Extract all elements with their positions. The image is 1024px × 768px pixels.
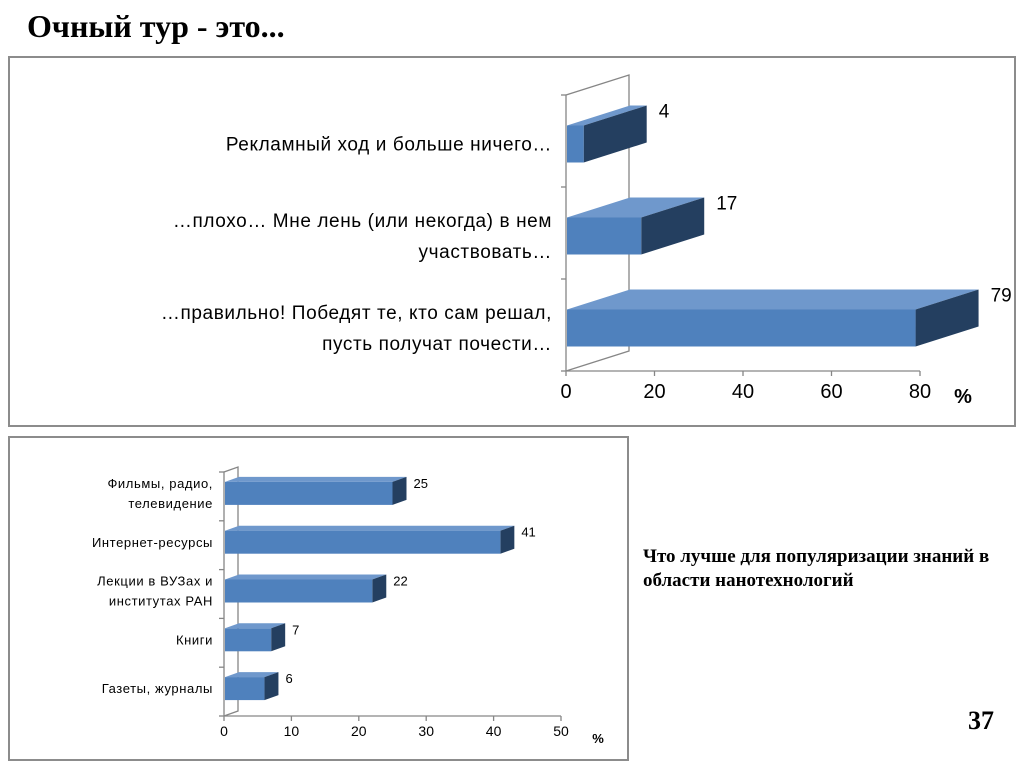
category-label-line: телевидение (128, 496, 213, 511)
x-tick-label: 0 (220, 723, 228, 739)
chart-1-frame: 0 20 40 60 80% 4 Рекламный ход и больше ничего… (8, 56, 1016, 427)
slide-title: Очный тур - это... (27, 8, 285, 44)
bar-front-face (225, 677, 265, 701)
bar-top-face (225, 623, 286, 629)
axis-wall (223, 466, 239, 717)
x-tick-label: 30 (418, 723, 434, 739)
page-number: 37 (968, 706, 994, 735)
bar-2 (567, 197, 705, 255)
category-label-line: …правильно! Победят те, кто сам решал, (161, 303, 552, 324)
category-label-line: Газеты, журналы (102, 681, 213, 696)
bar-side-face (271, 623, 286, 652)
x-axis-unit-label: % (592, 731, 604, 746)
category-label-line: Фильмы, радио, (107, 476, 213, 491)
x-tick-label: 0 (560, 381, 571, 403)
data-label: 41 (521, 525, 535, 540)
category-label: Книги (176, 632, 213, 647)
bar-front-face (567, 125, 584, 163)
bar-front-face (225, 628, 272, 652)
data-label: 4 (659, 102, 670, 123)
bar-top-face (567, 197, 705, 218)
bar-5 (225, 672, 279, 701)
data-label: 17 (716, 194, 737, 215)
data-label: 22 (393, 574, 407, 589)
bar-top-face (225, 672, 279, 678)
data-label: 25 (414, 476, 428, 491)
bar-1 (567, 105, 647, 163)
x-tick-label: 80 (909, 381, 931, 403)
category-label-line: …плохо… Мне лень (или некогда) в нем (173, 211, 552, 232)
category-label: Рекламный ход и больше ничего… (226, 135, 552, 156)
category-label: Газеты, журналы (102, 681, 213, 696)
x-tick-label: 40 (732, 381, 754, 403)
bar-top-face (567, 289, 979, 310)
chart-1-plot: 0 20 40 60 80 % 4 Рекламный ход и больше ничего… (161, 74, 1012, 408)
bar-side-face (641, 197, 705, 255)
bar-front-face (225, 579, 373, 603)
category-label: …правильно! Победят те, кто сам решал, пу… (161, 303, 552, 355)
category-label-line: участвовать… (419, 242, 552, 263)
bar-side-face (372, 574, 387, 603)
bar-4 (225, 623, 286, 652)
bar-3 (567, 289, 979, 347)
x-tick-label: 60 (820, 381, 842, 403)
category-label-line: Рекламный ход и больше ничего… (226, 135, 552, 156)
bar-2 (225, 525, 515, 554)
bar-top-face (225, 574, 387, 580)
bar-1 (225, 476, 407, 505)
bar-front-face (567, 309, 916, 347)
data-label: 79 (991, 286, 1012, 307)
category-label-line: Интернет-ресурсы (92, 535, 213, 550)
bar-side-face (915, 289, 979, 347)
category-label: Интернет-ресурсы (92, 535, 213, 550)
chart-2-plot: 0 10 20 30 40 50 % 25 Фильмы, радио, телевидение 4… (92, 466, 604, 746)
x-tick-label: 20 (643, 381, 665, 403)
bar-front-face (225, 530, 501, 554)
bar-front-face (225, 481, 393, 505)
x-tick-label: 50 (553, 723, 569, 739)
chart-2-frame: 0 10 20 30 40 50% 25 Фильмы, радио, телевидение 4… (8, 436, 629, 761)
category-label-line: Лекции в ВУЗах и (97, 574, 213, 589)
data-label: 6 (285, 671, 292, 686)
category-label-line: Книги (176, 632, 213, 647)
bar-front-face (567, 217, 642, 255)
bar-top-face (225, 525, 515, 531)
x-tick-label: 10 (284, 723, 300, 739)
bar-side-face (392, 476, 407, 505)
category-label-line: пусть получат почести… (322, 334, 552, 355)
x-tick-label: 40 (486, 723, 502, 739)
bar-side-face (264, 672, 279, 701)
category-label: Фильмы, радио, телевидение (107, 476, 213, 511)
bar-top-face (225, 476, 407, 482)
data-label: 7 (292, 622, 299, 637)
bar-side-face (500, 525, 515, 554)
side-caption: Что лучше для популяризации знаний в обл… (643, 546, 990, 591)
category-label: Лекции в ВУЗах и институтах РАН (97, 574, 213, 609)
category-label-line: институтах РАН (109, 594, 213, 609)
bar-3 (225, 574, 387, 603)
x-tick-label: 20 (351, 723, 367, 739)
bar-top-face (567, 105, 647, 126)
x-axis-unit-label: % (954, 386, 972, 408)
bar-side-face (583, 105, 647, 163)
category-label: …плохо… Мне лень (или некогда) в нем учас… (173, 211, 552, 263)
